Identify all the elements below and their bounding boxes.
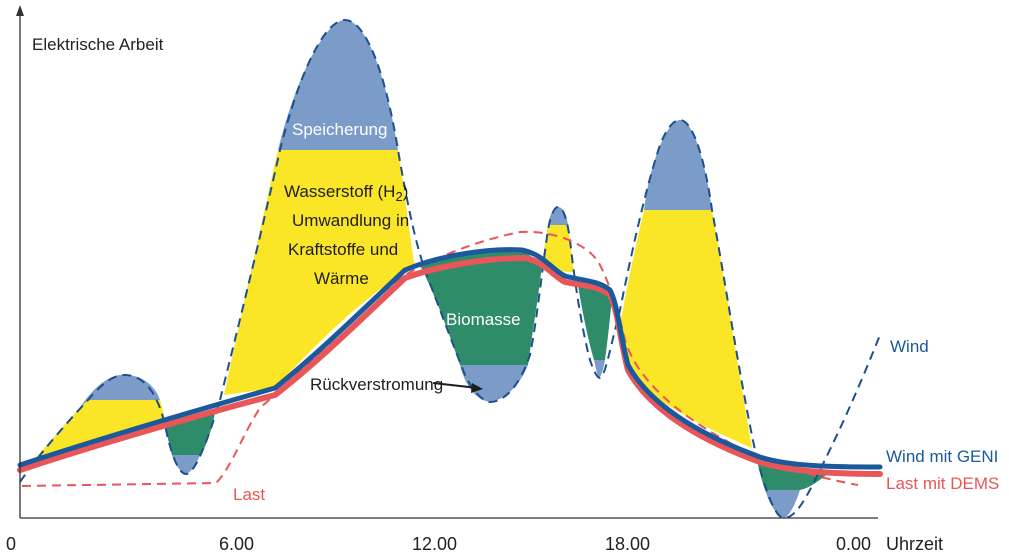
- area-17h-storage: [594, 360, 605, 378]
- y-axis-label: Elektrische Arbeit: [32, 35, 164, 54]
- load-dems-curve: [17, 255, 883, 477]
- area-dip-storage: [172, 455, 200, 474]
- x-tick-0: 0: [6, 534, 16, 554]
- area-big-peak-storage: [278, 20, 398, 150]
- fill-areas: [25, 20, 830, 518]
- area-big-peak-hydrogen: [224, 150, 415, 395]
- storage-label: Speicherung: [292, 120, 387, 139]
- hydrogen-label-line3: Kraftstoffe und: [288, 240, 398, 259]
- x-axis-label: Uhrzeit: [886, 534, 943, 554]
- reconversion-label: Rückverstromung: [310, 375, 443, 394]
- x-tick-24: 0.00: [836, 534, 871, 554]
- wind-curve: [19, 18, 881, 520]
- x-tick-6: 6.00: [219, 534, 254, 554]
- area-small-peak-hydrogen: [542, 225, 574, 273]
- wind-legend-label: Wind: [890, 337, 929, 356]
- y-axis-arrow-icon: [16, 5, 24, 16]
- wind-geni-legend-label: Wind mit GENI: [886, 447, 998, 466]
- x-tick-12: 12.00: [412, 534, 457, 554]
- area-evening-peak-storage: [644, 120, 712, 210]
- hydrogen-label-line1: Wasserstoff (H2): [284, 182, 408, 204]
- area-biomass-storage: [460, 365, 528, 402]
- area-evening-peak-hydrogen: [620, 210, 752, 448]
- wind-geni-curve: [17, 247, 883, 470]
- biomass-label: Biomasse: [446, 310, 521, 329]
- load-legend-label: Last: [233, 485, 265, 504]
- area-17h-biomass: [578, 285, 612, 360]
- x-tick-18: 18.00: [605, 534, 650, 554]
- reconversion-arrowhead-icon: [471, 383, 483, 393]
- area-biomass-green: [420, 249, 542, 365]
- reconversion-arrow-icon: [432, 382, 479, 389]
- load-dems-legend-label: Last mit DEMS: [886, 474, 999, 493]
- area-small-hump-storage: [60, 374, 160, 445]
- hydrogen-label-line4: Wärme: [314, 269, 369, 288]
- hydrogen-label-line2: Umwandlung in: [292, 211, 409, 230]
- area-night-storage: [765, 490, 800, 518]
